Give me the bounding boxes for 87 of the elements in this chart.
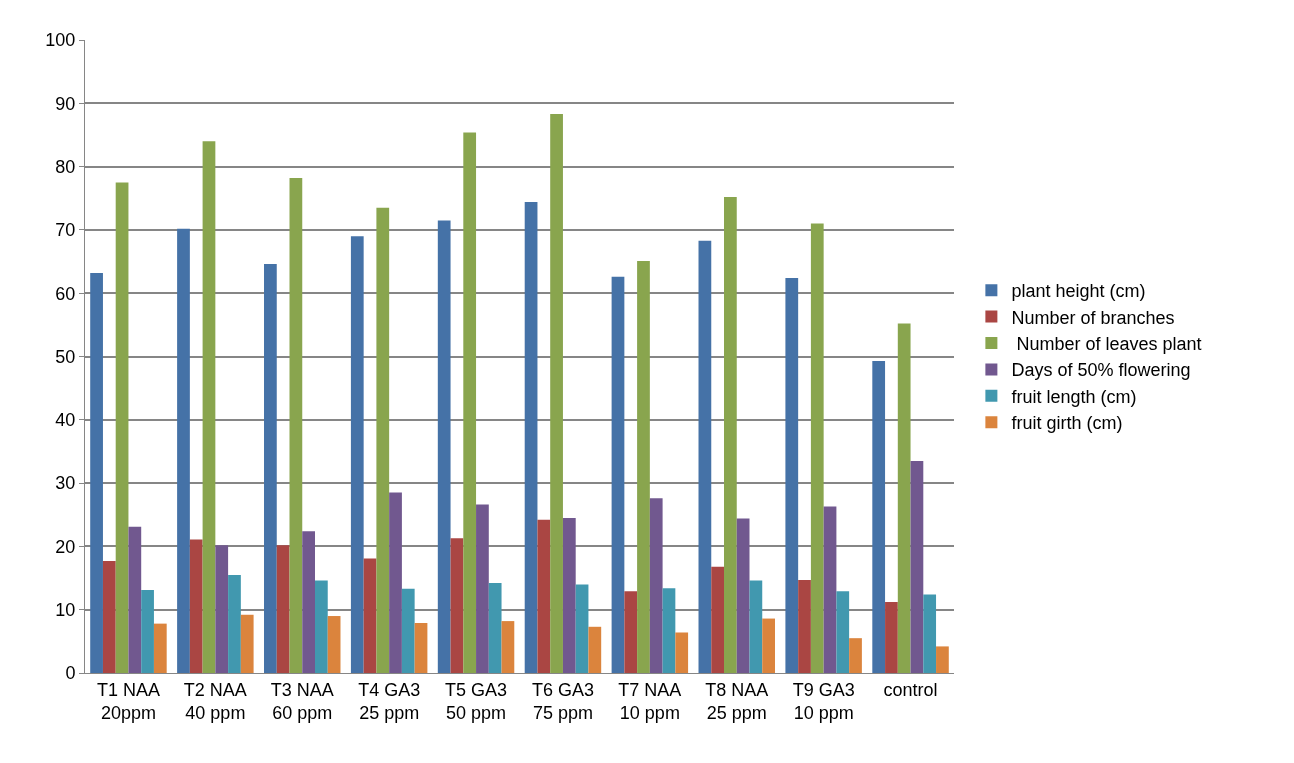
y-tick-label: 0	[65, 663, 76, 684]
bar	[102, 560, 116, 673]
legend-label: Number of branches	[1011, 307, 1175, 328]
x-tick-label: T9 GA3 10 ppm	[792, 679, 855, 723]
bar	[836, 591, 850, 673]
y-tick-label: 50	[55, 346, 76, 367]
bar	[350, 236, 364, 673]
bar	[550, 114, 563, 673]
bar	[724, 196, 737, 673]
legend-label: fruit length (cm)	[1011, 386, 1137, 407]
legend-label: Days of 50% flowering	[1011, 360, 1191, 381]
x-tick-label: T3 NAA 60 ppm	[270, 679, 334, 723]
x-tick-label: T4 GA3 25 ppm	[358, 679, 421, 723]
bar	[276, 545, 290, 673]
bar	[177, 228, 190, 673]
y-tick-label: 100	[45, 30, 76, 51]
bar	[315, 580, 328, 673]
bar	[923, 594, 937, 673]
bar	[302, 531, 315, 673]
y-tick-label: 10	[55, 600, 76, 620]
bar	[141, 590, 154, 673]
x-tick-label: T6 GA3 75 ppm	[531, 679, 594, 723]
bar	[588, 626, 602, 673]
bar	[264, 264, 277, 673]
legend-label: fruit girth (cm)	[1011, 413, 1123, 434]
bar	[450, 538, 464, 673]
x-tick-label: T7 NAA 10 ppm	[618, 679, 682, 723]
bar	[202, 141, 216, 673]
bar	[711, 566, 724, 673]
bar	[698, 240, 712, 673]
bar	[128, 526, 142, 673]
bar	[363, 558, 377, 673]
bar	[537, 519, 551, 673]
bar	[611, 276, 625, 673]
x-tick-label: T1 NAA 20ppm	[96, 679, 160, 723]
bar	[762, 618, 775, 673]
bar	[897, 323, 911, 673]
bar	[488, 583, 502, 673]
x-tick-label: T2 NAA 40 ppm	[183, 679, 247, 723]
bar	[885, 602, 898, 673]
bar	[575, 584, 589, 673]
y-tick-label: 60	[55, 283, 76, 304]
bar	[798, 579, 811, 673]
bar	[289, 177, 303, 673]
bar	[637, 260, 650, 673]
bar	[910, 460, 924, 673]
y-tick-label: 40	[55, 410, 76, 431]
bar	[675, 632, 689, 673]
bar	[437, 220, 451, 673]
bar	[414, 622, 428, 673]
bar	[662, 588, 676, 673]
bar	[463, 132, 477, 673]
y-tick-label: 80	[55, 156, 76, 177]
y-tick-label: 90	[55, 93, 76, 114]
bar	[524, 202, 538, 673]
x-tick-label: T5 GA3 50 ppm	[445, 679, 508, 723]
bar	[228, 574, 241, 673]
bar	[376, 207, 390, 673]
bar	[215, 545, 229, 673]
y-tick-label: 70	[55, 220, 76, 241]
bar	[624, 591, 638, 673]
bar	[327, 616, 341, 673]
bar	[936, 646, 949, 673]
bar	[872, 360, 886, 673]
bar	[823, 506, 837, 673]
legend-label: plant height (cm)	[1011, 281, 1146, 302]
bar	[785, 278, 799, 673]
bar	[90, 272, 103, 673]
bar	[115, 182, 129, 673]
bar	[736, 518, 750, 673]
bar	[240, 614, 254, 673]
bar	[501, 621, 515, 673]
bar	[810, 223, 824, 673]
bar	[189, 539, 203, 673]
y-tick-label: 20	[55, 536, 76, 557]
bar	[749, 580, 763, 673]
x-tick-label: control	[883, 679, 938, 700]
bar	[401, 588, 415, 673]
bar	[649, 498, 663, 673]
x-tick-label: T8 NAA 25 ppm	[705, 679, 769, 723]
bar	[389, 492, 402, 673]
legend-label: Number of leaves plant	[1011, 334, 1202, 355]
bar	[153, 623, 167, 673]
bar	[849, 638, 862, 673]
y-tick-label: 30	[55, 473, 76, 494]
bar	[562, 517, 576, 673]
bar	[476, 504, 489, 673]
